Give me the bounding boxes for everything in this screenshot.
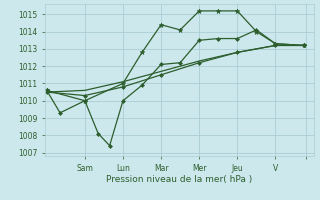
- X-axis label: Pression niveau de la mer( hPa ): Pression niveau de la mer( hPa ): [106, 175, 252, 184]
